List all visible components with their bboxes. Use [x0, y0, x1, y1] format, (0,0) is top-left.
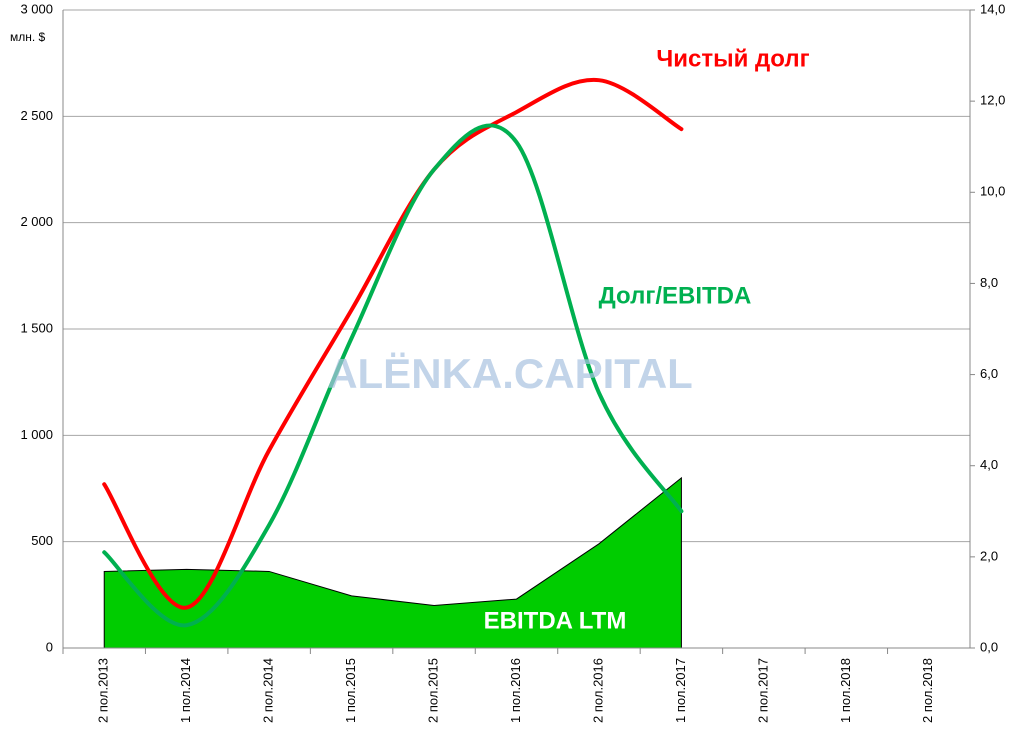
line — [102, 123, 684, 628]
x-tick-label: 2 пол.2014 — [261, 658, 276, 723]
x-tick-label: 2 пол.2016 — [590, 658, 605, 723]
x-tick-label: 2 пол.2018 — [920, 658, 935, 723]
y-axis-label: млн. $ — [10, 30, 46, 44]
y2-tick-label: 8,0 — [980, 275, 998, 290]
x-tick-label: 2 пол.2015 — [425, 658, 440, 723]
x-tick-label: 1 пол.2018 — [838, 658, 853, 723]
x-tick-label: 1 пол.2017 — [673, 658, 688, 723]
area — [103, 476, 682, 649]
y-tick-label: 0 — [46, 639, 53, 654]
y-tick-label: 3 000 — [20, 1, 53, 16]
y-tick-label: 2 000 — [20, 214, 53, 229]
y-tick-label: 1 500 — [20, 320, 53, 335]
y2-tick-label: 0,0 — [980, 639, 998, 654]
y2-tick-label: 10,0 — [980, 184, 1005, 199]
series-label: EBITDA LTM — [484, 607, 627, 634]
y2-tick-label: 12,0 — [980, 93, 1005, 108]
y2-tick-label: 6,0 — [980, 366, 998, 381]
y2-tick-label: 4,0 — [980, 457, 998, 472]
series-label: Долг/EBITDA — [599, 282, 752, 309]
watermark: ALЁNKA.CAPITAL — [327, 350, 693, 397]
x-tick-label: 2 пол.2013 — [96, 658, 111, 723]
y-tick-label: 500 — [31, 533, 53, 548]
x-tick-label: 1 пол.2016 — [508, 658, 523, 723]
line — [102, 77, 684, 610]
x-tick-label: 1 пол.2014 — [178, 658, 193, 723]
y2-tick-label: 14,0 — [980, 1, 1005, 16]
x-tick-label: 1 пол.2015 — [343, 658, 358, 723]
y-tick-label: 1 000 — [20, 427, 53, 442]
y2-tick-label: 2,0 — [980, 548, 998, 563]
series-label: Чистый долг — [656, 45, 809, 72]
y-tick-label: 2 500 — [20, 108, 53, 123]
x-tick-label: 2 пол.2017 — [755, 658, 770, 723]
